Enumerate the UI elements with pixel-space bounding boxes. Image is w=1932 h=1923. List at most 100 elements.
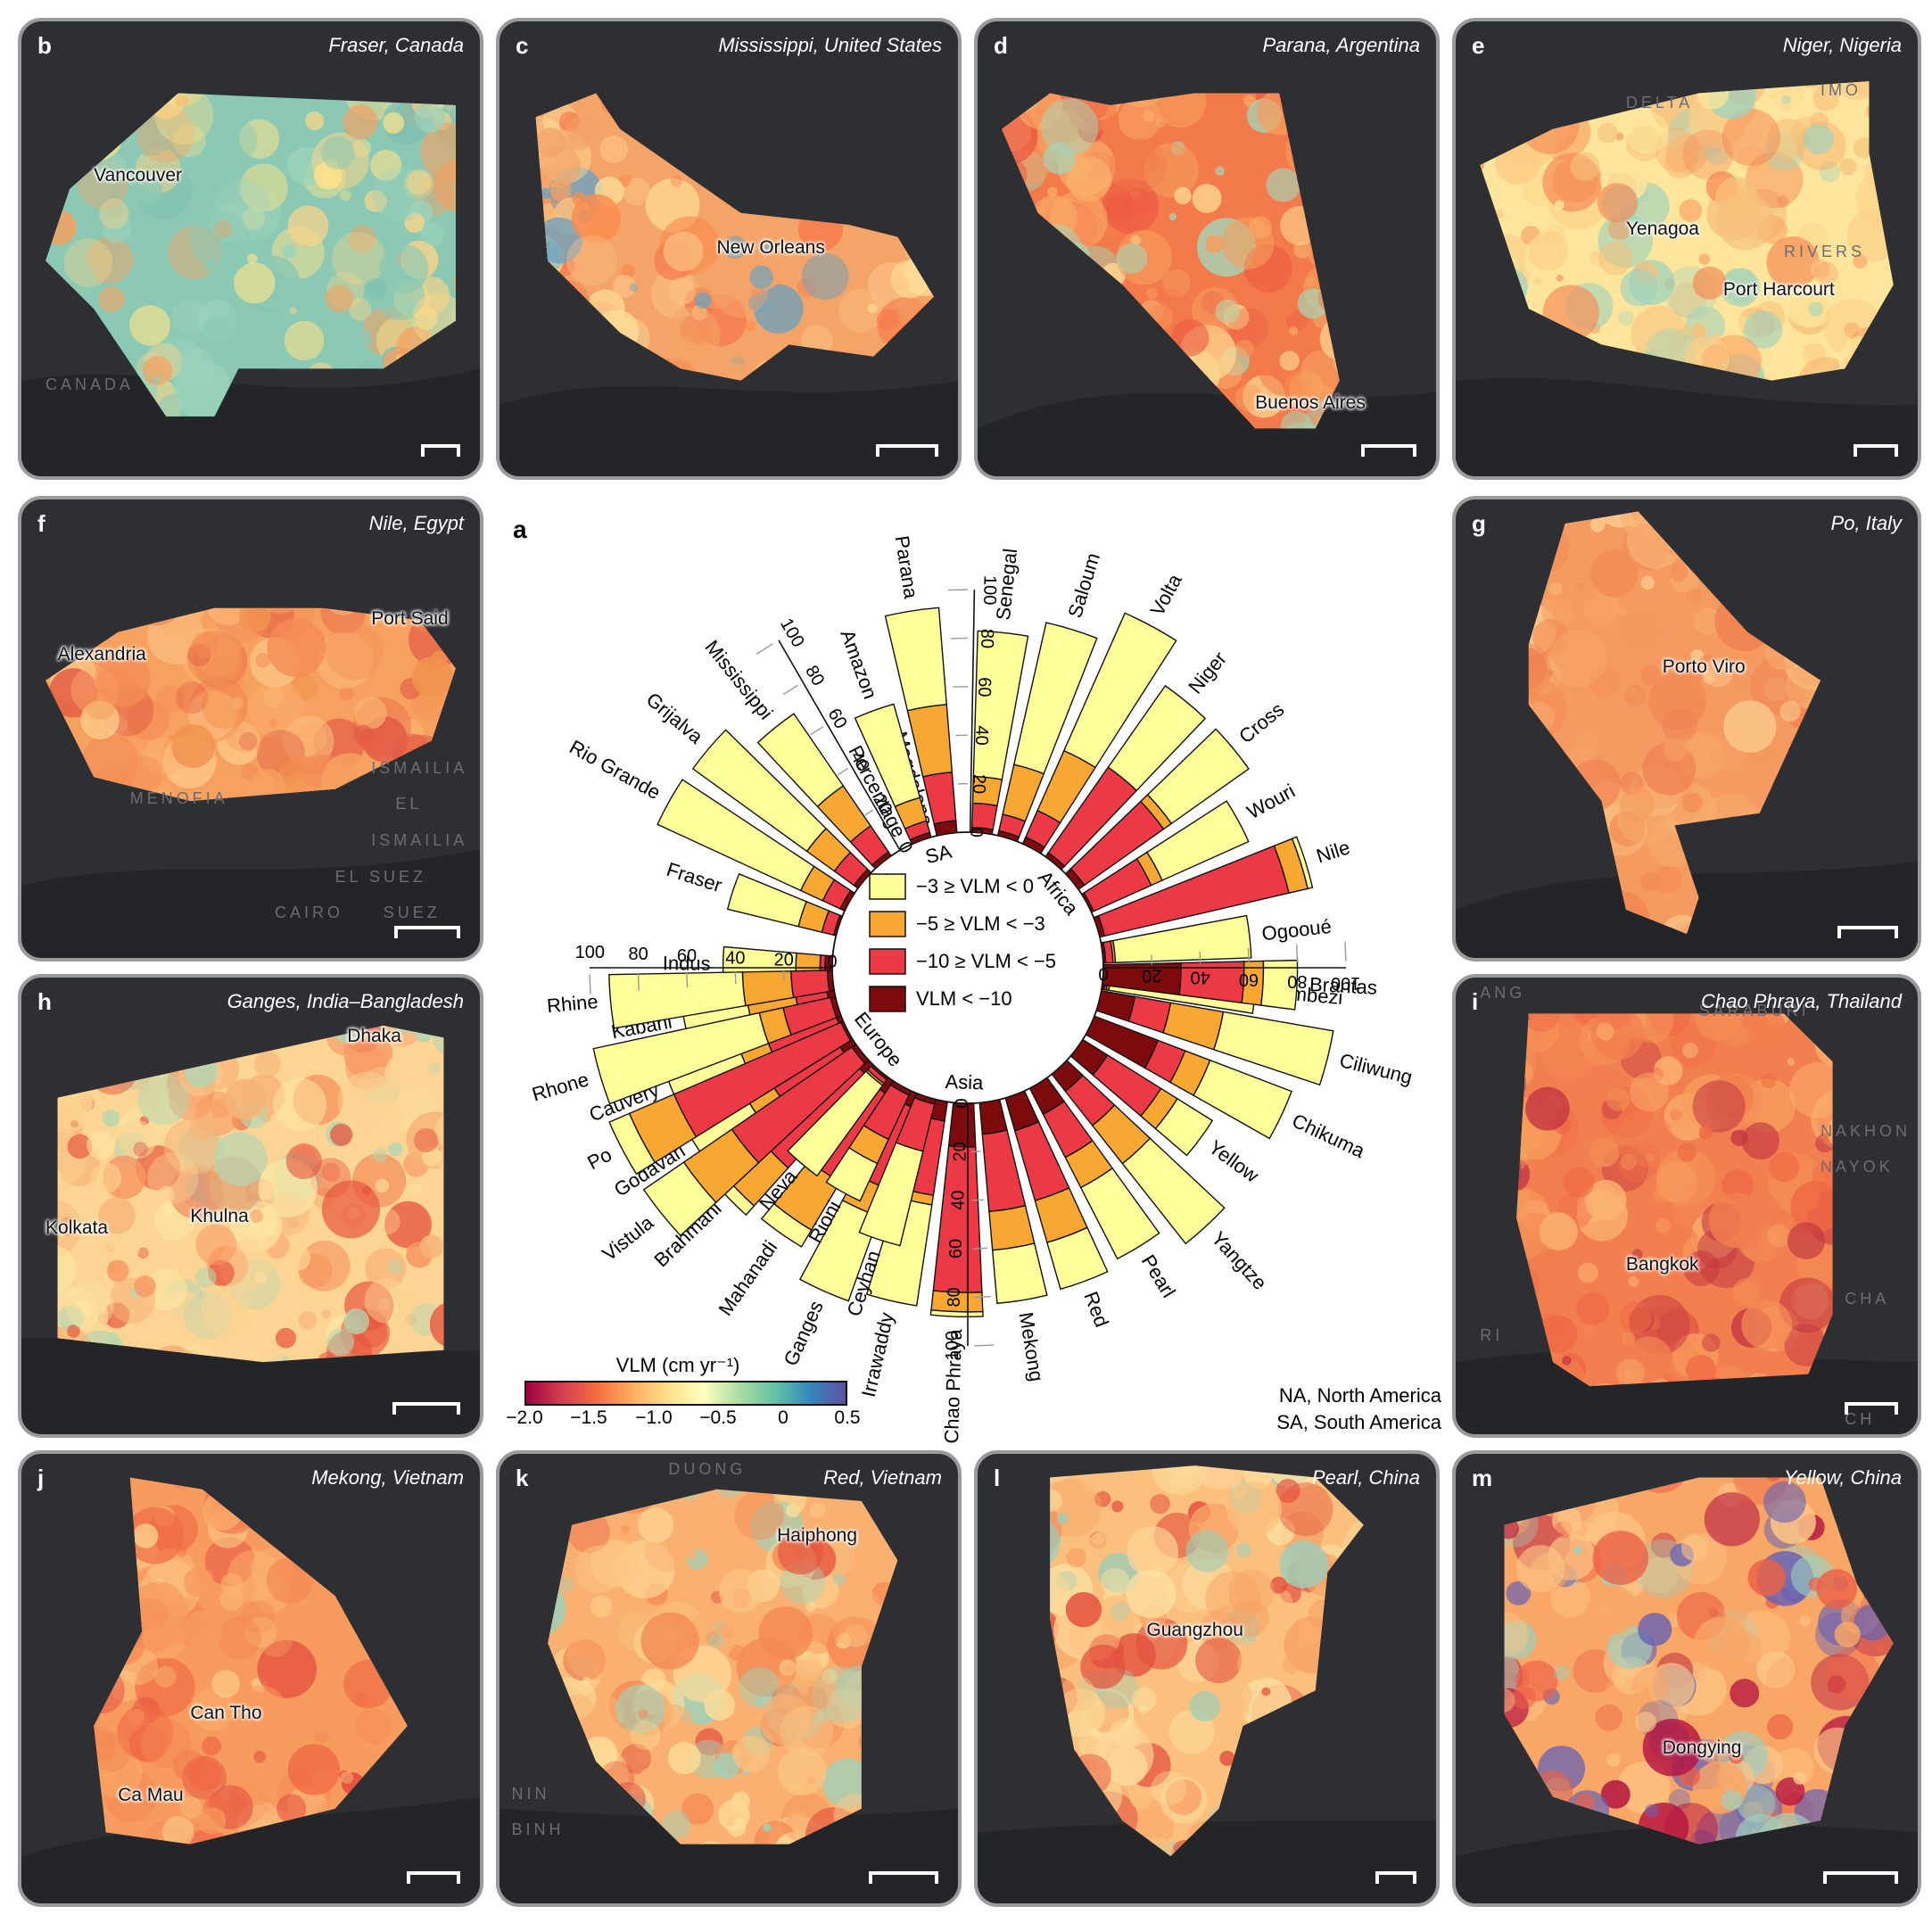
vlm-patch [1873,165,1894,216]
radial-tick-label: 80 [1287,971,1307,991]
vlm-patch [1094,1490,1111,1507]
vlm-patch [1722,268,1757,303]
vlm-patch [925,1525,957,1556]
vlm-patch [94,1588,141,1637]
vlm-patch [429,1300,444,1349]
vlm-patch [321,1180,381,1239]
grid-tick [734,971,737,985]
vlm-patch [1480,81,1514,84]
vlm-patch [320,753,379,802]
vlm-patch [1504,1646,1520,1702]
vlm-patch [198,1807,227,1835]
vlm-patch [1405,1454,1416,1462]
vlm-patch [1142,24,1191,72]
map-background-label: ISMAILIA [371,830,468,849]
vlm-patch [1634,1712,1656,1733]
vlm-patch [459,1622,480,1650]
vlm-patch [938,330,957,348]
vlm-patch [253,1750,267,1763]
map-raster [500,55,958,476]
vlm-patch [1870,755,1918,812]
vlm-patch [87,1044,138,1095]
vlm-patch [1554,1665,1570,1681]
vlm-patch [1030,282,1073,325]
vlm-patch [1618,310,1634,326]
vlm-patch [1808,301,1824,317]
vlm-patch [72,978,110,1013]
vlm-patch [279,39,317,77]
vlm-patch [978,1787,1010,1820]
vlm-patch [590,1595,613,1618]
water-body [21,849,480,958]
vlm-patch [136,104,194,163]
colorbar-title: VLM (cm yr⁻¹) [615,1354,740,1376]
bar-segment [1107,684,1207,792]
vlm-patch [1279,1540,1328,1589]
vlm-patch [1506,1580,1532,1605]
vlm-patch [1718,769,1742,792]
vlm-patch [103,1025,162,1039]
vlm-patch [978,1572,1003,1622]
vlm-patch [817,55,847,86]
vlm-patch [1560,511,1574,514]
vlm-patch [939,1707,958,1735]
vlm-patch [21,816,48,867]
vlm-patch [454,1241,480,1279]
vlm-patch [1215,299,1240,324]
vlm-patch [1111,1500,1124,1513]
vlm-patch [458,1168,471,1180]
vlm-patch [184,1054,218,1088]
vlm-patch [466,1743,480,1765]
vlm-patch [656,373,671,381]
vlm-patch [24,607,43,626]
vlm-patch [1552,835,1561,844]
vlm-patch [1680,1535,1708,1562]
vlm-patch [421,1147,442,1167]
vlm-patch [362,1566,383,1586]
vlm-patch [548,1657,549,1714]
vlm-patch [1655,1233,1664,1242]
vlm-patch [389,1523,407,1541]
vlm-patch [384,1053,424,1093]
vlm-patch [1556,274,1564,282]
radial-tick-label: 0 [1098,964,1108,984]
vlm-patch [1002,244,1006,285]
vlm-patch [1669,563,1688,582]
vlm-patch [1767,1713,1794,1740]
city-label: Can Tho [190,1702,262,1723]
vlm-patch [1895,664,1918,689]
grid-tick [686,972,689,988]
vlm-patch [891,1651,898,1675]
vlm-patch [1776,195,1789,208]
vlm-patch [153,93,194,96]
vlm-patch [1615,132,1624,141]
vlm-patch [1081,1787,1092,1798]
map-panel-parana: Buenos Aires d Parana, Argentina [974,18,1440,480]
vlm-patch [1539,1212,1578,1250]
vlm-patch [1835,675,1881,721]
vlm-patch [1507,81,1546,95]
vlm-patch [1528,750,1532,805]
vlm-patch [128,171,162,206]
vlm-patch [557,1694,596,1731]
vlm-patch [463,202,470,209]
vlm-patch [323,1514,340,1532]
vlm-patch [663,231,704,272]
vlm-patch [285,1143,322,1180]
vlm-patch [1896,1656,1912,1672]
vlm-patch [1810,259,1830,279]
grid-tick [1247,947,1250,963]
vlm-patch [1727,511,1750,532]
vlm-patch [809,1502,825,1518]
bar-segment [1121,1137,1226,1245]
vlm-patch [203,814,220,831]
vlm-patch [1259,425,1267,429]
vlm-patch [1763,677,1788,702]
vlm-patch [349,1517,398,1565]
vlm-patch [165,607,219,613]
vlm-patch [386,1259,403,1275]
vlm-patch [1635,978,1688,1011]
vlm-patch [1266,168,1300,202]
vlm-patch [70,811,87,829]
vlm-patch [407,1520,408,1549]
